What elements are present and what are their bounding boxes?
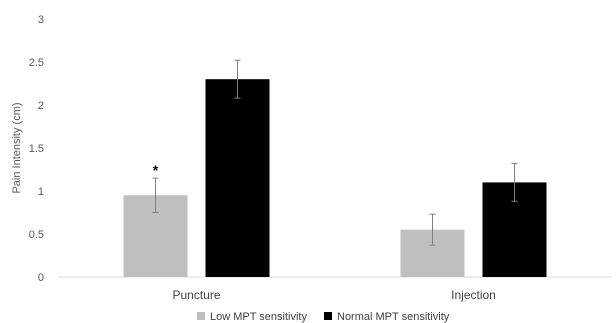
error-bars xyxy=(152,59,518,246)
bar xyxy=(205,79,270,277)
y-tick-label: 0.5 xyxy=(29,229,44,241)
y-tick-label: 1.5 xyxy=(29,143,44,155)
legend-label: Normal MPT sensitivity xyxy=(337,311,450,323)
y-axis-title: Pain Intensity (cm) xyxy=(11,102,23,193)
bars xyxy=(123,79,547,277)
category-label: Puncture xyxy=(172,288,220,302)
category-label: Injection xyxy=(451,288,496,302)
legend: Low MPT sensitivity Normal MPT sensitivit… xyxy=(197,311,450,323)
y-tick-label: 2 xyxy=(38,100,44,112)
y-tick-label: 0 xyxy=(38,272,44,284)
y-tick-label: 2.5 xyxy=(29,57,44,69)
y-tick-label: 1 xyxy=(38,186,44,198)
y-tick-label: 3 xyxy=(38,14,44,26)
legend-swatch xyxy=(324,312,332,320)
y-axis-ticks: 0 0.5 1 1.5 2 2.5 3 xyxy=(29,14,44,284)
legend-swatch xyxy=(197,312,205,320)
legend-label: Low MPT sensitivity xyxy=(210,311,307,323)
annotations: * xyxy=(153,162,159,178)
significance-marker: * xyxy=(153,162,159,178)
category-labels: Puncture Injection xyxy=(172,288,495,302)
